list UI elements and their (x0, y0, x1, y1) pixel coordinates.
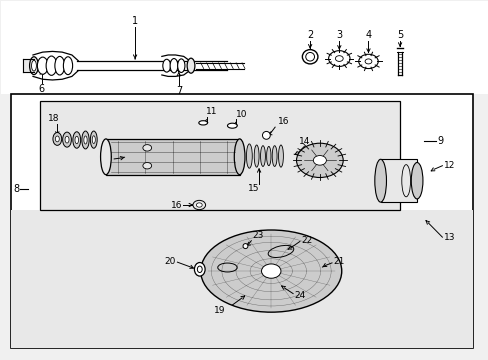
Ellipse shape (73, 132, 81, 148)
Ellipse shape (55, 136, 59, 142)
Ellipse shape (81, 131, 89, 149)
Ellipse shape (217, 263, 237, 272)
Ellipse shape (92, 136, 95, 144)
Circle shape (365, 59, 371, 64)
Text: 7: 7 (175, 86, 182, 96)
Text: 22: 22 (301, 236, 312, 245)
Ellipse shape (266, 147, 270, 166)
Text: 11: 11 (205, 107, 217, 116)
Circle shape (196, 203, 202, 207)
Ellipse shape (201, 230, 341, 312)
Circle shape (261, 264, 281, 278)
Circle shape (313, 156, 325, 165)
Bar (106, 139, 239, 175)
Text: 23: 23 (252, 231, 263, 240)
Text: 13: 13 (443, 233, 454, 242)
Ellipse shape (37, 57, 48, 74)
Text: 16: 16 (170, 201, 182, 210)
Ellipse shape (254, 145, 259, 167)
Text: 12: 12 (443, 161, 454, 170)
Circle shape (296, 143, 343, 177)
Text: 2: 2 (306, 30, 313, 40)
Ellipse shape (243, 244, 247, 249)
Ellipse shape (260, 146, 265, 166)
Text: 24: 24 (294, 291, 305, 300)
Ellipse shape (46, 56, 57, 75)
Ellipse shape (75, 136, 79, 144)
Ellipse shape (63, 57, 73, 75)
Ellipse shape (197, 266, 202, 273)
Ellipse shape (194, 262, 204, 276)
Text: 17: 17 (102, 156, 113, 165)
Text: 15: 15 (247, 184, 259, 193)
Bar (11, 210, 472, 348)
Bar (1, 1, 487, 94)
Ellipse shape (65, 136, 69, 143)
Text: 19: 19 (214, 306, 225, 315)
Ellipse shape (272, 146, 277, 166)
Ellipse shape (55, 57, 64, 75)
Circle shape (358, 54, 377, 68)
Ellipse shape (305, 53, 314, 61)
Circle shape (193, 201, 205, 210)
Bar (40, 102, 399, 210)
Text: 16: 16 (277, 117, 288, 126)
Ellipse shape (177, 59, 184, 72)
Text: 8: 8 (13, 184, 19, 194)
Ellipse shape (170, 59, 178, 73)
Ellipse shape (234, 139, 244, 175)
Ellipse shape (62, 132, 71, 147)
Text: 5: 5 (396, 30, 403, 40)
Ellipse shape (101, 139, 111, 175)
Ellipse shape (30, 57, 38, 75)
Ellipse shape (374, 159, 386, 202)
Ellipse shape (227, 123, 237, 128)
Text: 21: 21 (333, 257, 344, 266)
Circle shape (142, 145, 151, 151)
Circle shape (328, 51, 349, 66)
Text: 10: 10 (236, 109, 247, 118)
Text: 9: 9 (437, 136, 443, 146)
Text: 6: 6 (39, 84, 45, 94)
Ellipse shape (246, 144, 252, 168)
Circle shape (142, 162, 151, 169)
Text: 3: 3 (336, 30, 342, 40)
Ellipse shape (90, 131, 97, 148)
Ellipse shape (278, 145, 283, 167)
Text: 20: 20 (164, 257, 175, 266)
Ellipse shape (410, 162, 422, 199)
Ellipse shape (262, 131, 270, 139)
Text: 1: 1 (132, 17, 138, 26)
Bar (11, 94, 472, 348)
Ellipse shape (187, 58, 195, 73)
Text: 4: 4 (365, 30, 371, 40)
Circle shape (335, 56, 343, 62)
Text: 14: 14 (298, 137, 309, 146)
Ellipse shape (163, 59, 170, 72)
Ellipse shape (199, 121, 207, 125)
Ellipse shape (53, 132, 61, 145)
Text: 18: 18 (48, 114, 60, 123)
Ellipse shape (84, 136, 87, 144)
Ellipse shape (267, 246, 293, 257)
Bar (380, 159, 416, 202)
Ellipse shape (302, 50, 317, 64)
Ellipse shape (31, 60, 36, 71)
